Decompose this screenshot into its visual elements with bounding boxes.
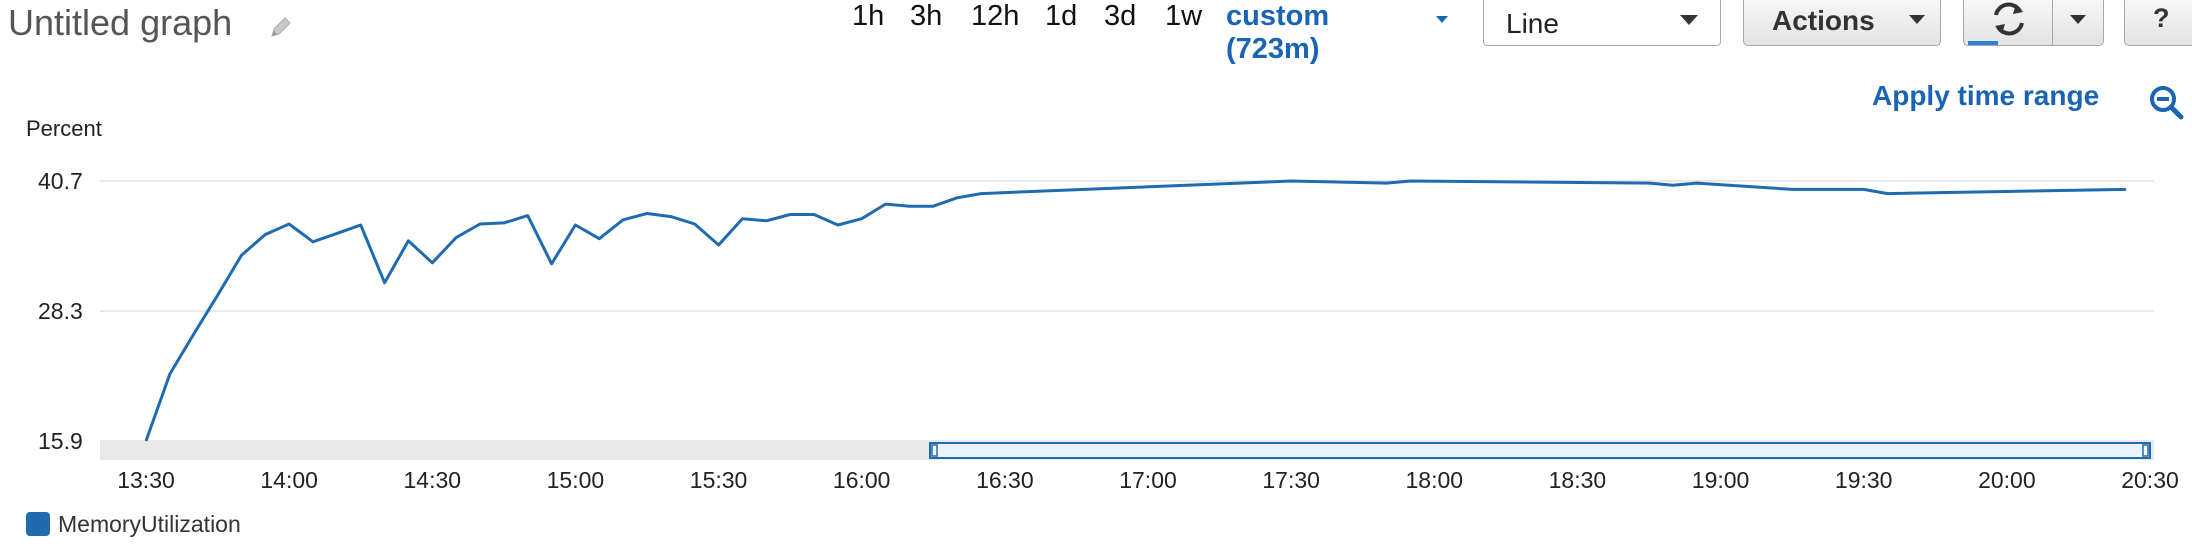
apply-time-range-link[interactable]: Apply time range — [1872, 80, 2100, 111]
x-tick-label: 19:00 — [1692, 467, 1750, 493]
line-chart: Percent 15.9 28.3 40.7 13:30 14:00 14:30 15:0… — [26, 116, 2179, 493]
range-3d[interactable]: 3d — [1104, 0, 1137, 32]
series-line — [144, 179, 2127, 442]
graph-type-value: Line — [1506, 8, 1559, 39]
x-tick-label: 20:00 — [1978, 467, 2036, 493]
x-tick-label: 15:00 — [547, 467, 605, 493]
y-tick-label: 28.3 — [38, 298, 83, 324]
refresh-icon — [1994, 2, 2024, 36]
x-ticks: 13:30 14:00 14:30 15:00 15:30 16:00 16:30 17:00… — [117, 467, 2179, 493]
graph-title: Untitled graph — [8, 2, 233, 43]
pencil-icon[interactable] — [268, 14, 294, 40]
navigator-right-handle[interactable] — [2142, 444, 2149, 457]
y-tick-label: 40.7 — [38, 168, 83, 194]
x-tick-label: 17:30 — [1262, 467, 1320, 493]
x-tick-label: 19:30 — [1835, 467, 1893, 493]
gridlines — [100, 180, 2154, 442]
refresh-button[interactable] — [1963, 0, 2053, 46]
range-12h[interactable]: 12h — [971, 0, 1020, 32]
x-tick-label: 17:00 — [1119, 467, 1177, 493]
x-tick-label: 15:30 — [690, 467, 748, 493]
y-axis-label: Percent — [26, 116, 102, 141]
graph-type-select[interactable]: Line — [1483, 0, 1721, 46]
y-ticks: 15.9 28.3 40.7 — [38, 168, 83, 454]
x-tick-label: 18:30 — [1549, 467, 1607, 493]
x-tick-label: 14:30 — [404, 467, 462, 493]
refresh-options-button[interactable] — [2052, 0, 2104, 46]
help-button[interactable]: ? — [2124, 0, 2192, 46]
x-tick-label: 20:30 — [2121, 467, 2179, 493]
series-lines — [144, 179, 2127, 442]
range-1d[interactable]: 1d — [1045, 0, 1078, 32]
x-tick-label: 14:00 — [260, 467, 318, 493]
refresh-progress — [1968, 41, 1998, 45]
navigator-left-handle[interactable] — [931, 444, 938, 457]
x-tick-label: 16:00 — [833, 467, 891, 493]
range-3h[interactable]: 3h — [910, 0, 943, 32]
range-1w[interactable]: 1w — [1165, 0, 1203, 32]
chevron-down-icon — [2070, 15, 2086, 24]
x-tick-label: 16:30 — [976, 467, 1034, 493]
legend-label: MemoryUtilization — [58, 511, 241, 537]
x-tick-label: 18:00 — [1406, 467, 1464, 493]
y-tick-label: 15.9 — [38, 428, 83, 454]
range-custom[interactable]: custom (723m) — [1226, 0, 1330, 65]
chevron-down-icon[interactable] — [1436, 16, 1448, 23]
legend-swatch[interactable] — [26, 512, 50, 536]
range-1h[interactable]: 1h — [852, 0, 885, 32]
actions-button[interactable]: Actions — [1743, 0, 1941, 46]
help-icon: ? — [2153, 3, 2170, 33]
chevron-down-icon — [1909, 15, 1925, 24]
zoom-out-icon[interactable] — [2148, 84, 2184, 120]
chevron-down-icon — [1680, 15, 1698, 25]
x-tick-label: 13:30 — [117, 467, 175, 493]
time-navigator-selection[interactable] — [929, 442, 2151, 459]
actions-label: Actions — [1772, 5, 1875, 36]
